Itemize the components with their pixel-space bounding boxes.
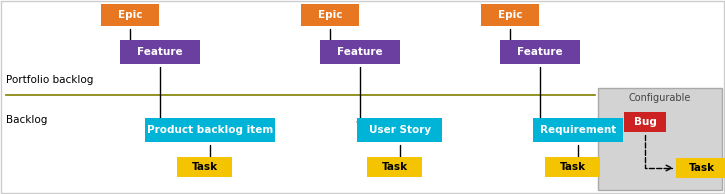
Text: Configurable: Configurable — [629, 93, 691, 103]
Text: Feature: Feature — [137, 47, 183, 57]
Text: Feature: Feature — [517, 47, 563, 57]
FancyBboxPatch shape — [101, 4, 159, 26]
FancyBboxPatch shape — [357, 118, 442, 142]
Text: Portfolio backlog: Portfolio backlog — [6, 75, 94, 85]
FancyBboxPatch shape — [320, 40, 400, 64]
Text: Epic: Epic — [117, 10, 142, 20]
Text: Feature: Feature — [337, 47, 383, 57]
Text: Bug: Bug — [634, 117, 656, 127]
Text: User Story: User Story — [369, 125, 431, 135]
FancyBboxPatch shape — [481, 4, 539, 26]
FancyBboxPatch shape — [120, 40, 200, 64]
Text: Product backlog item: Product backlog item — [147, 125, 273, 135]
FancyBboxPatch shape — [145, 118, 275, 142]
FancyBboxPatch shape — [545, 157, 600, 177]
FancyBboxPatch shape — [598, 88, 722, 190]
FancyBboxPatch shape — [500, 40, 580, 64]
FancyBboxPatch shape — [178, 157, 233, 177]
Text: Task: Task — [192, 162, 218, 172]
FancyBboxPatch shape — [301, 4, 359, 26]
Text: Requirement: Requirement — [540, 125, 616, 135]
Text: Backlog: Backlog — [6, 115, 47, 125]
Text: Task: Task — [560, 162, 586, 172]
FancyBboxPatch shape — [368, 157, 423, 177]
FancyBboxPatch shape — [676, 158, 725, 178]
Text: Epic: Epic — [318, 10, 342, 20]
FancyBboxPatch shape — [533, 118, 623, 142]
Text: Task: Task — [382, 162, 408, 172]
FancyBboxPatch shape — [624, 112, 666, 132]
Text: Epic: Epic — [498, 10, 522, 20]
Text: Task: Task — [689, 163, 715, 173]
